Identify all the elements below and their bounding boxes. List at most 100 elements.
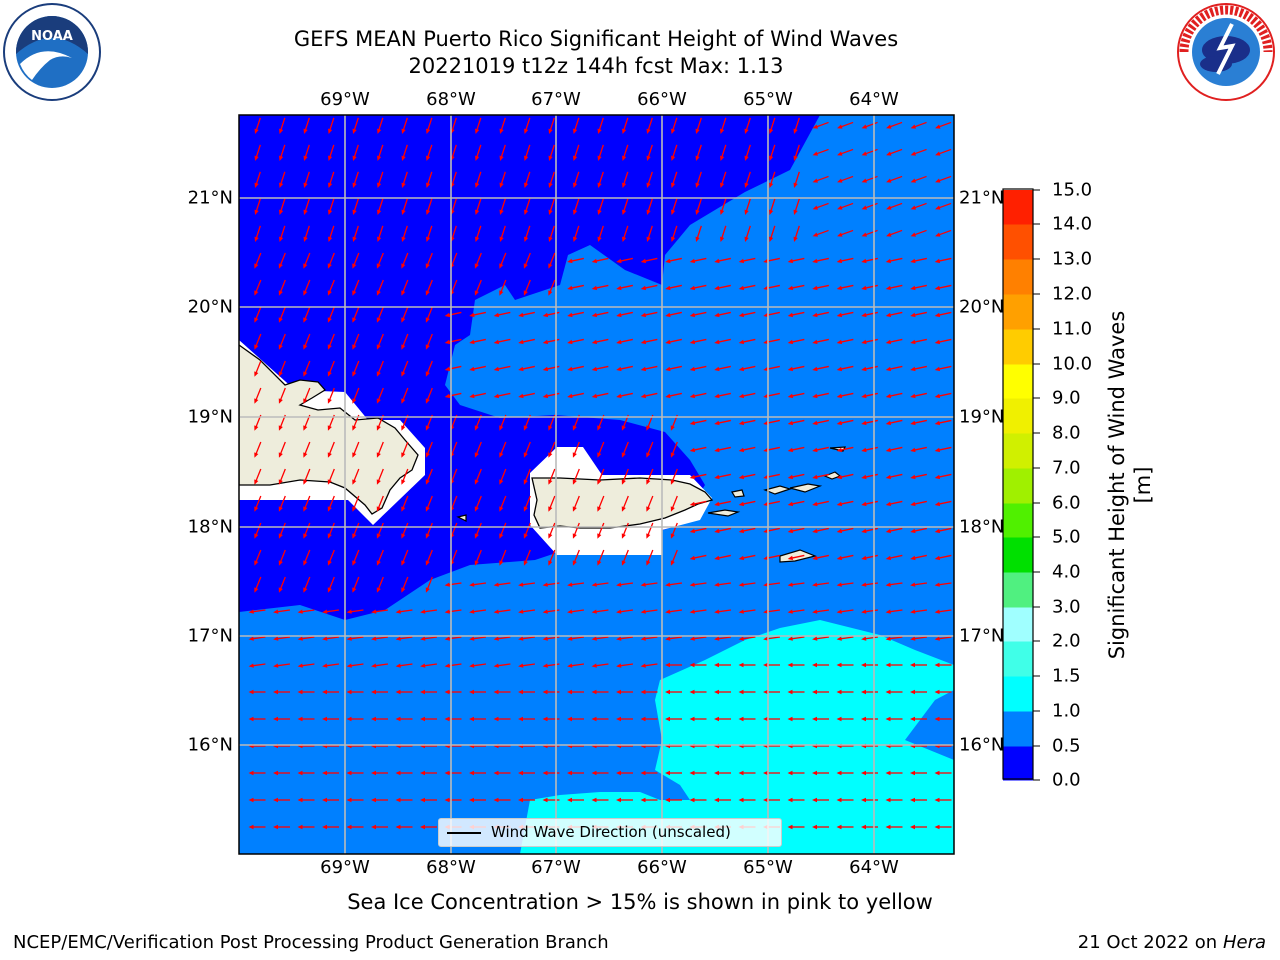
wind-wave-arrow (885, 527, 903, 534)
wind-wave-arrow (886, 121, 903, 129)
wind-wave-arrow (425, 522, 433, 539)
wind-wave-arrow (597, 522, 605, 539)
wind-wave-arrow (714, 662, 731, 668)
wind-wave-arrow (934, 582, 952, 587)
wind-wave-arrow (934, 770, 952, 776)
wind-wave-arrow (425, 252, 433, 269)
colorbar-tick-label: 0.0 (1052, 769, 1081, 791)
wind-wave-arrow (273, 797, 290, 803)
wind-wave-arrow (885, 365, 903, 372)
wind-wave-arrow (444, 689, 462, 695)
wind-wave-arrow (787, 257, 805, 264)
lon-label-top: 68°W (426, 89, 476, 110)
wind-wave-arrow (597, 468, 605, 485)
wind-wave-arrow (640, 689, 658, 695)
wind-wave-arrow (401, 117, 408, 135)
wind-wave-arrow (303, 117, 310, 135)
national-weather-service-logo (1177, 3, 1275, 101)
wind-wave-arrow (720, 171, 727, 189)
wind-wave-arrow (934, 797, 952, 803)
wind-wave-arrow (278, 468, 286, 485)
wind-wave-arrow (738, 446, 756, 453)
wind-wave-arrow (444, 582, 462, 587)
wind-wave-arrow (689, 716, 707, 722)
wind-wave-arrow (444, 716, 462, 722)
wind-wave-arrow (523, 279, 531, 296)
wind-wave-arrow (518, 716, 535, 722)
wind-wave-arrow (401, 576, 409, 593)
wind-wave-arrow (499, 171, 506, 189)
wind-wave-arrow (278, 549, 286, 566)
wind-wave-arrow (934, 716, 952, 722)
wind-wave-arrow (352, 198, 359, 216)
wind-wave-arrow (665, 770, 682, 776)
wind-wave-arrow (787, 500, 805, 507)
wind-wave-arrow (328, 198, 335, 216)
wind-wave-arrow (469, 582, 487, 587)
wind-wave-arrow (738, 609, 756, 614)
wind-wave-arrow (812, 500, 829, 507)
land-puerto-rico (530, 447, 714, 555)
wind-wave-arrow (812, 121, 829, 129)
lat-label-left: 20°N (187, 296, 233, 318)
wind-wave-arrow (665, 797, 682, 803)
wind-wave-arrow (542, 636, 560, 641)
wind-wave-arrow (714, 392, 731, 399)
wind-wave-arrow (518, 392, 535, 399)
wind-wave-arrow (885, 500, 903, 507)
wind-wave-arrow (616, 338, 633, 345)
wind-wave-arrow (469, 716, 486, 722)
wind-wave-arrow (567, 257, 584, 264)
wind-wave-arrow (689, 365, 707, 372)
wind-wave-arrow (837, 148, 854, 156)
wind-wave-arrow (886, 148, 903, 156)
wind-wave-arrow (493, 716, 511, 722)
colorbar-segment (1003, 468, 1033, 504)
wind-wave-arrow (646, 468, 654, 485)
wind-wave-arrow (640, 311, 658, 318)
wind-wave-arrow (548, 441, 556, 458)
wind-wave-arrow (469, 338, 486, 345)
colorbar-tick-label: 6.0 (1052, 492, 1081, 514)
wind-wave-arrow (886, 202, 903, 210)
wind-wave-arrow (738, 662, 756, 668)
wind-wave-arrow (591, 365, 609, 372)
wind-wave-arrow (714, 338, 731, 345)
wind-wave-arrows (248, 117, 952, 830)
colorbar-tick-label: 0.5 (1052, 735, 1081, 757)
wind-wave-arrow (910, 500, 927, 507)
wind-wave-arrow (591, 770, 609, 776)
wind-wave-arrow (885, 636, 903, 641)
wind-wave-arrow (886, 229, 903, 237)
wind-wave-arrow (616, 797, 633, 803)
wind-wave-arrow (591, 609, 609, 614)
wind-wave-arrow (934, 689, 952, 695)
colorbar-segment (1003, 607, 1033, 642)
wind-wave-arrow (493, 609, 511, 614)
wind-wave-arrow (934, 609, 952, 614)
wind-wave-arrow (420, 716, 437, 722)
colorbar-segment (1003, 294, 1033, 330)
wind-wave-arrow (499, 252, 507, 269)
wind-wave-arrow (567, 797, 584, 803)
wind-wave-arrow (812, 202, 829, 210)
wind-wave-arrow (934, 257, 952, 264)
lon-label-bottom: 65°W (743, 857, 793, 878)
wind-wave-arrow (352, 360, 360, 377)
wind-wave-arrow (836, 446, 854, 453)
wind-wave-arrow (493, 311, 511, 318)
wind-wave-arrow (524, 144, 531, 162)
wind-wave-arrow (376, 333, 384, 350)
wind-wave-arrow (836, 554, 854, 561)
colorbar-segment (1003, 364, 1033, 399)
wind-wave-arrow (738, 689, 756, 695)
wind-wave-arrow (254, 225, 261, 243)
wind-wave-arrow (812, 527, 829, 534)
wind-wave-arrow (469, 663, 487, 668)
wind-wave-arrow (935, 229, 952, 237)
wind-wave-arrow (591, 392, 609, 399)
wind-wave-arrow (493, 689, 511, 695)
wind-wave-arrow (689, 582, 707, 587)
wind-wave-arrow (279, 144, 286, 162)
wind-wave-arrow (695, 198, 702, 216)
